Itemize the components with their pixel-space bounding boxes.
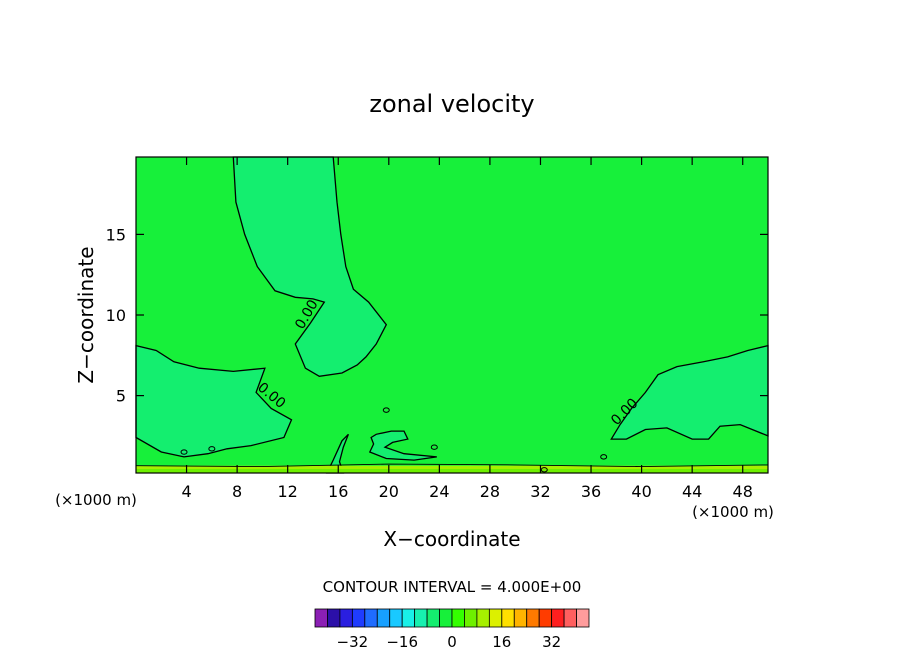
- x-tick-label: 36: [581, 482, 601, 501]
- contour-blob-1: [430, 444, 438, 450]
- colorbar-swatch: [314, 608, 328, 628]
- y-tick-label: 5: [116, 387, 126, 406]
- x-tick-label: 12: [278, 482, 298, 501]
- x-unit-left: (×1000 m): [55, 491, 137, 509]
- colorbar-tick-label: −32: [337, 633, 369, 651]
- x-tick-label: 40: [631, 482, 651, 501]
- contour-lines: [135, 407, 769, 473]
- x-tick-label: 4: [181, 482, 191, 501]
- surface-contour: [135, 463, 769, 468]
- contour-region-0: [232, 156, 388, 377]
- colorbar-swatch: [513, 608, 528, 628]
- y-tick-label: 10: [106, 306, 126, 325]
- colorbar-swatch: [488, 608, 503, 628]
- colorbar-tick-label: 16: [492, 633, 511, 651]
- contour-region-2: [610, 344, 769, 440]
- colorbar-swatch: [551, 608, 565, 628]
- colorbar-swatch: [526, 608, 540, 628]
- x-unit-right: (×1000 m): [692, 503, 774, 521]
- colorbar: [314, 608, 590, 628]
- contour-blob-0: [382, 407, 390, 413]
- x-tick-label: 24: [429, 482, 449, 501]
- colorbar-swatch: [538, 608, 553, 628]
- colorbar-swatch: [464, 608, 478, 628]
- x-tick-label: 28: [480, 482, 500, 501]
- colorbar-swatch: [414, 608, 428, 628]
- colorbar-swatch: [364, 608, 378, 628]
- colorbar-swatch: [576, 608, 590, 628]
- contour-blob-3: [540, 467, 548, 473]
- colorbar-tick-label: −16: [386, 633, 418, 651]
- colorbar-swatch: [476, 608, 490, 628]
- colorbar-tick-label: 0: [447, 633, 457, 651]
- x-ticks: 4 8 12 16 20 24 28 32 36 40 44 48: [181, 157, 753, 501]
- colorbar-swatch: [451, 608, 465, 628]
- colorbar-tick-label: 32: [542, 633, 561, 651]
- contour-region-3: [368, 430, 437, 461]
- colorbar-swatch: [426, 608, 440, 628]
- colorbar-ticks: −32 −16 0 16 32: [337, 633, 562, 651]
- x-tick-label: 48: [733, 482, 753, 501]
- colorbar-swatch: [563, 608, 577, 628]
- colorbar-swatch: [327, 608, 341, 628]
- y-axis-label: Z−coordinate: [74, 246, 98, 383]
- contour-blob-4: [180, 449, 188, 455]
- contour-interval: CONTOUR INTERVAL = 4.000E+00: [323, 578, 582, 596]
- colorbar-swatch: [376, 608, 391, 628]
- x-axis-label: X−coordinate: [383, 527, 520, 551]
- x-tick-label: 16: [328, 482, 348, 501]
- colorbar-swatch: [439, 608, 453, 628]
- contour-region-1: [135, 344, 293, 458]
- contour-blob-2: [600, 454, 608, 460]
- y-tick-label: 15: [106, 225, 126, 244]
- x-tick-label: 8: [232, 482, 242, 501]
- colorbar-swatch: [339, 608, 353, 628]
- colorbar-swatch: [401, 608, 416, 628]
- colorbar-swatch: [351, 608, 366, 628]
- contour-regions: [135, 156, 769, 474]
- colorbar-swatch: [389, 608, 403, 628]
- x-tick-label: 32: [530, 482, 550, 501]
- y-ticks: 5 10 15: [106, 225, 768, 406]
- chart-title: zonal velocity: [369, 90, 534, 118]
- contour-blob-5: [208, 446, 216, 452]
- x-tick-label: 44: [682, 482, 702, 501]
- surface-strip-inner: [136, 468, 768, 473]
- x-tick-label: 20: [379, 482, 399, 501]
- colorbar-swatch: [501, 608, 515, 628]
